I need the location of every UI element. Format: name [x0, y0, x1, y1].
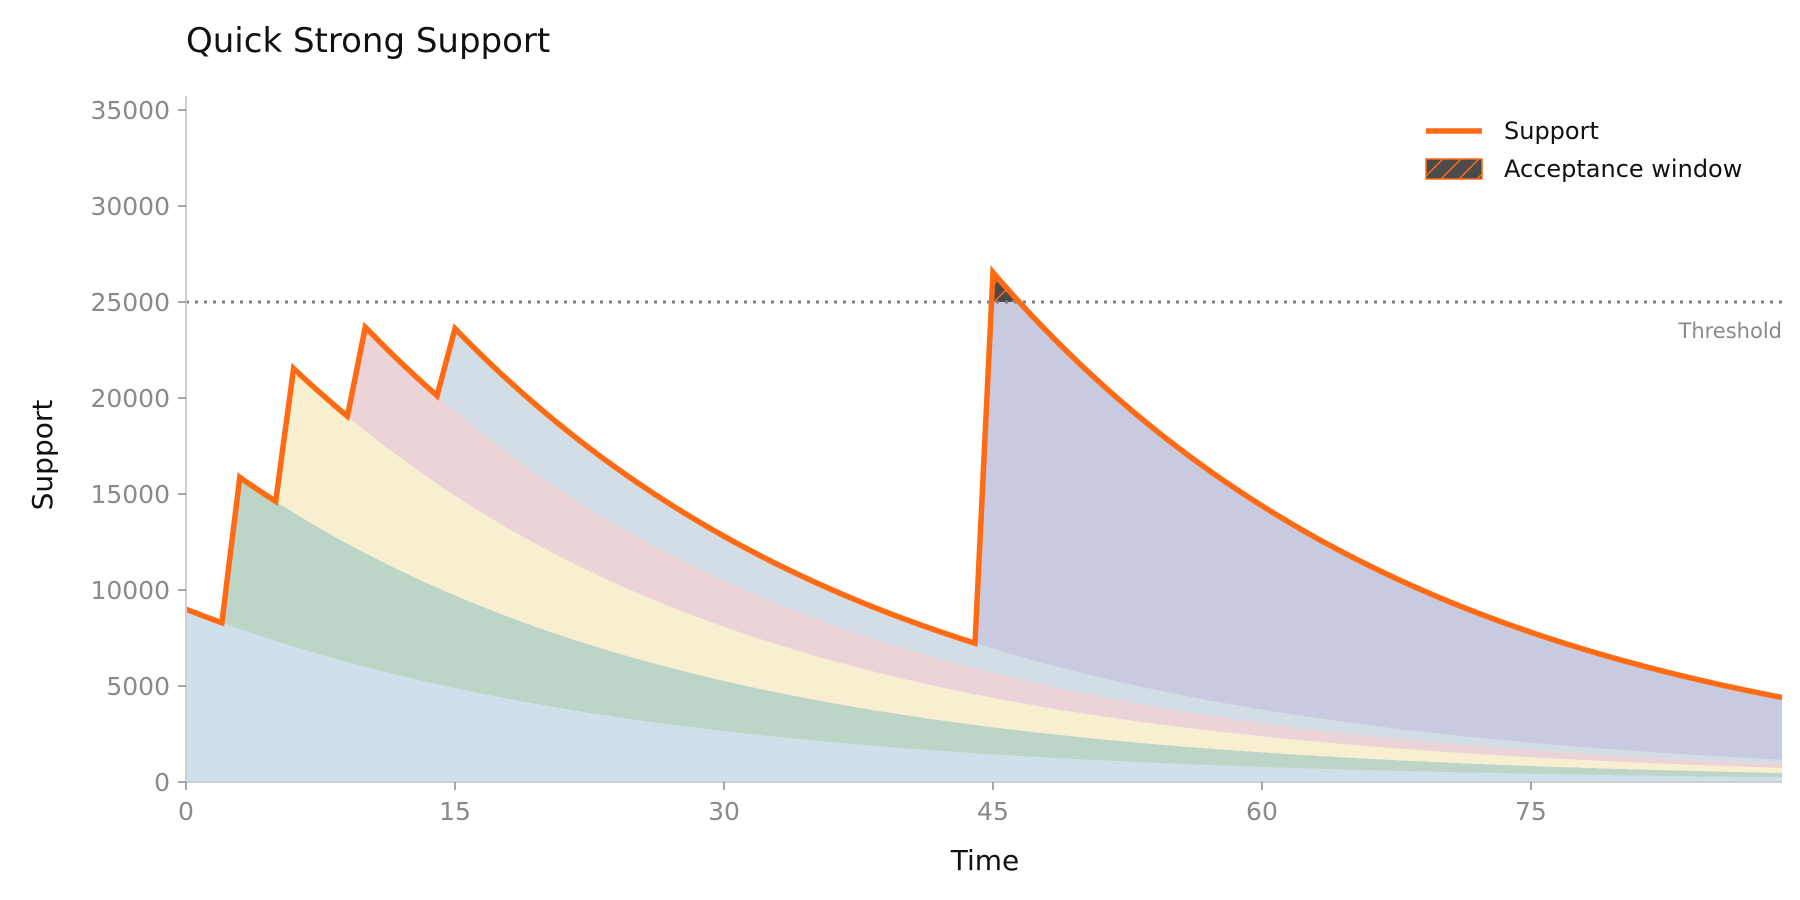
- area-layer-3: [186, 368, 1782, 773]
- y-tick-label: 30000: [90, 192, 170, 221]
- axes: 0 5000 10000 15000 20000 25000 30000 35000 0 15 30…: [90, 96, 1782, 826]
- threshold: Threshold: [186, 300, 1783, 343]
- y-tick-label: 35000: [90, 96, 170, 125]
- x-tick-label: 45: [977, 797, 1009, 826]
- legend-acceptance-swatch: [1425, 158, 1483, 180]
- stacked-areas: [186, 272, 1782, 782]
- legend: Support Acceptance window: [1425, 117, 1742, 183]
- threshold-label: Threshold: [1678, 319, 1783, 343]
- chart-title: Quick Strong Support: [186, 21, 550, 61]
- legend-label: Support: [1504, 117, 1599, 145]
- area-layer-1: [186, 609, 1782, 782]
- acceptance-windows: [993, 272, 1124, 302]
- area-layer-6: [186, 272, 1782, 760]
- x-axis-label: Time: [950, 844, 1020, 877]
- area-layer-2: [186, 477, 1782, 778]
- x-tick-label: 15: [439, 797, 471, 826]
- x-tick-label: 60: [1246, 797, 1278, 826]
- legend-label: Acceptance window: [1504, 155, 1742, 183]
- acceptance-window-3: [993, 272, 1124, 302]
- x-tick-label: 30: [708, 797, 740, 826]
- x-tick-label: 75: [1515, 797, 1547, 826]
- x-tick-label: 0: [178, 797, 194, 826]
- y-tick-label: 10000: [90, 576, 170, 605]
- y-tick-label: 5000: [106, 672, 170, 701]
- y-tick-label: 20000: [90, 384, 170, 413]
- area-layer-4: [186, 327, 1782, 768]
- y-tick-label: 0: [154, 768, 170, 797]
- y-tick-label: 25000: [90, 288, 170, 317]
- support-series: [185, 265, 1783, 701]
- y-axis-label: Support: [26, 400, 59, 511]
- support-line: [185, 265, 1783, 701]
- y-tick-label: 15000: [90, 480, 170, 509]
